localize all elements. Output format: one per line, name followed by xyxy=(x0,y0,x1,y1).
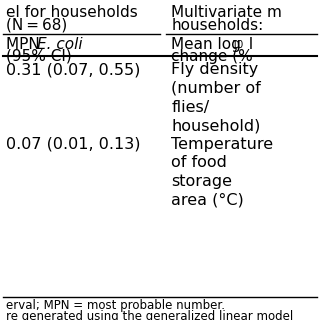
Text: E. coli: E. coli xyxy=(37,37,83,52)
Text: 0.31 (0.07, 0.55): 0.31 (0.07, 0.55) xyxy=(6,62,141,77)
Text: flies/: flies/ xyxy=(171,100,209,115)
Text: (number of: (number of xyxy=(171,81,261,96)
Text: 0.07 (0.01, 0.13): 0.07 (0.01, 0.13) xyxy=(6,137,141,152)
Text: Fly density: Fly density xyxy=(171,62,259,77)
Text: (95% CI): (95% CI) xyxy=(6,49,72,64)
Text: change (%: change (% xyxy=(171,49,253,64)
Text: erval; MPN = most probable number.: erval; MPN = most probable number. xyxy=(6,299,225,312)
Text: re generated using the generalized linear model: re generated using the generalized linea… xyxy=(6,310,294,320)
Text: Temperature: Temperature xyxy=(171,137,273,152)
Text: Multivariate m: Multivariate m xyxy=(171,5,282,20)
Text: 10: 10 xyxy=(232,40,244,50)
Text: area (°C): area (°C) xyxy=(171,192,244,207)
Text: l: l xyxy=(244,37,253,52)
Text: household): household) xyxy=(171,118,260,133)
Text: MPN: MPN xyxy=(6,37,45,52)
Text: (N = 68): (N = 68) xyxy=(6,18,68,33)
Text: households:: households: xyxy=(171,18,263,33)
Text: el for households: el for households xyxy=(6,5,138,20)
Text: of food: of food xyxy=(171,155,227,170)
Text: storage: storage xyxy=(171,174,232,189)
Text: Mean log: Mean log xyxy=(171,37,241,52)
